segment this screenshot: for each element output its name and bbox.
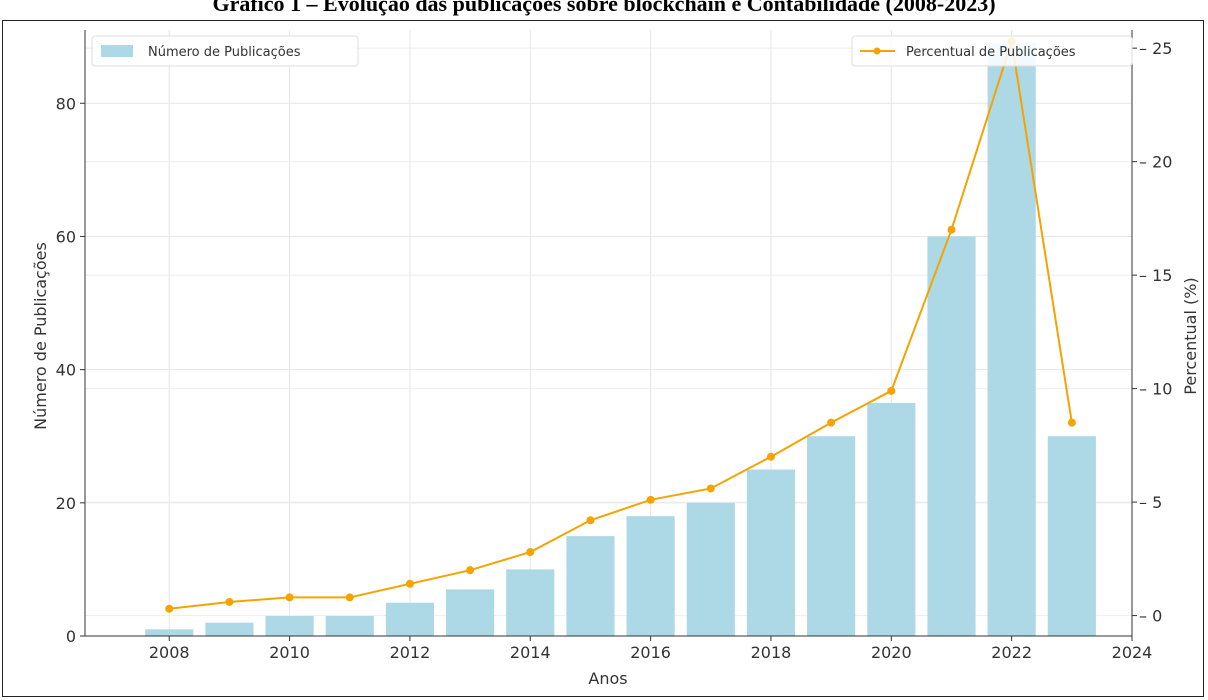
- bar-2008: [145, 629, 194, 636]
- line-layer: [165, 37, 1076, 613]
- bar-2009: [205, 622, 254, 636]
- bar-2021: [927, 236, 976, 636]
- y-tick-label-20: 20: [56, 494, 76, 513]
- x-tick-label-2014: 2014: [510, 643, 551, 662]
- x-tick-label-2024: 2024: [1112, 643, 1153, 662]
- percent-point-2011: [345, 593, 354, 602]
- bar-2016: [626, 516, 675, 636]
- x-tick-label-2012: 2012: [390, 643, 431, 662]
- percent-point-2021: [947, 225, 956, 234]
- y-tick-label-80: 80: [56, 94, 76, 113]
- legend-bar-label: Número de Publicações: [148, 45, 301, 60]
- x-tick-label-2022: 2022: [991, 643, 1032, 662]
- percent-point-2008: [165, 604, 174, 613]
- legend-bar-swatch: [101, 45, 133, 57]
- x-tick-label-2020: 2020: [871, 643, 912, 662]
- bar-2015: [566, 536, 615, 636]
- x-tick-label-2018: 2018: [751, 643, 792, 662]
- percent-point-2018: [766, 452, 775, 461]
- x-axis-label: Anos: [588, 669, 627, 688]
- y2-tick-label-25: – 25: [1139, 39, 1172, 58]
- percent-point-2013: [466, 566, 475, 575]
- percent-point-2020: [887, 386, 896, 395]
- bar-2017: [686, 502, 735, 636]
- y2-tick-label-15: – 15: [1139, 266, 1172, 285]
- y-axis-label: Número de Publicações: [31, 242, 50, 430]
- percent-point-2012: [405, 579, 414, 588]
- percent-point-2019: [827, 418, 836, 427]
- axis-layer: 2008 2010 2012 2014 2016 2018 2020 2022 2024 0 20 4…: [56, 30, 1172, 662]
- legend-line-label: Percentual de Publicações: [906, 45, 1076, 60]
- figure-frame: [2, 20, 1204, 697]
- y2-tick-label-5: – 5: [1139, 493, 1162, 512]
- legend-left: Número de Publicações: [91, 35, 359, 67]
- legend-left-box: [91, 35, 359, 67]
- legend-line-marker: [873, 47, 881, 55]
- percent-line: [169, 41, 1073, 610]
- percent-point-2023: [1067, 418, 1076, 427]
- bar-2011: [325, 616, 374, 636]
- x-tick-label-2016: 2016: [630, 643, 671, 662]
- y2-tick-label-20: – 20: [1139, 153, 1172, 172]
- bar-2023: [1047, 436, 1096, 636]
- bar-layer: [145, 43, 1096, 637]
- y-tick-label-60: 60: [56, 227, 76, 246]
- percent-point-2009: [225, 597, 234, 606]
- percent-point-2017: [706, 484, 715, 493]
- bar-2020: [867, 402, 916, 636]
- bar-2022: [987, 43, 1036, 637]
- y-tick-label-40: 40: [56, 361, 76, 380]
- bar-2018: [746, 469, 796, 636]
- percent-point-2016: [646, 495, 655, 504]
- percent-point-2014: [526, 548, 535, 557]
- y2-axis-label: Percentual (%): [1181, 277, 1200, 394]
- figure-title: Gráfico 1 – Evolução das publicações sob…: [212, 0, 996, 16]
- legend-right-box: [851, 35, 1133, 67]
- y-tick-label-0: 0: [66, 627, 76, 646]
- y2-tick-label-0: – 0: [1139, 607, 1162, 626]
- percent-point-2010: [285, 593, 294, 602]
- bar-2012: [385, 602, 434, 636]
- legend-right: Percentual de Publicações: [851, 35, 1133, 67]
- x-tick-label-2008: 2008: [149, 643, 190, 662]
- bar-2014: [506, 569, 555, 636]
- y2-tick-label-10: – 10: [1139, 380, 1172, 399]
- x-tick-label-2010: 2010: [269, 643, 310, 662]
- bar-2019: [807, 436, 856, 636]
- percent-point-2015: [586, 516, 595, 525]
- bar-2013: [446, 589, 495, 636]
- bar-2010: [265, 616, 314, 636]
